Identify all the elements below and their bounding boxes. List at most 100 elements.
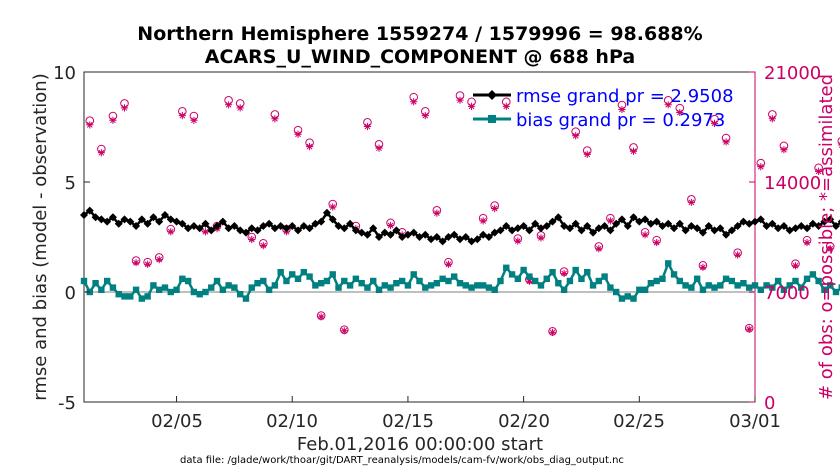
obs-assimilated-point xyxy=(120,104,129,112)
obs-assimilated-point xyxy=(109,116,117,124)
bias-point xyxy=(364,284,371,291)
rmse-point xyxy=(698,228,707,237)
rmse-point xyxy=(571,219,580,228)
bias-point xyxy=(254,280,261,287)
rmse-point xyxy=(779,222,788,230)
bias-point xyxy=(358,280,365,287)
bias-point xyxy=(225,282,232,289)
bias-point xyxy=(774,277,782,285)
bias-point xyxy=(659,275,666,282)
obs-assimilated-point xyxy=(155,255,163,264)
bias-point xyxy=(410,271,417,278)
obs-count-markers xyxy=(85,91,840,336)
obs-assimilated-point xyxy=(201,228,210,236)
x-tick-label: 02/20 xyxy=(498,411,550,432)
bias-point xyxy=(699,286,707,293)
rmse-point xyxy=(294,226,303,235)
rmse-point xyxy=(317,217,326,226)
bias-point xyxy=(398,277,406,285)
bias-point xyxy=(763,282,770,289)
obs-assimilated-point xyxy=(722,138,730,146)
bias-point xyxy=(786,282,793,289)
rmse-point xyxy=(143,219,152,228)
bias-point xyxy=(572,266,579,274)
obs-assimilated-point xyxy=(144,260,152,268)
bias-point xyxy=(676,277,684,285)
bias-point xyxy=(526,273,533,280)
bias-point xyxy=(115,291,122,298)
bias-point xyxy=(798,284,805,291)
y-tick-label-left: 10 xyxy=(53,63,76,84)
rmse-point xyxy=(126,217,135,226)
rmse-point xyxy=(386,230,395,239)
rmse-point xyxy=(103,217,112,226)
rmse-point xyxy=(554,213,563,222)
bias-point xyxy=(803,275,811,282)
bias-point xyxy=(653,277,660,285)
rmse-point xyxy=(218,217,227,226)
bias-point xyxy=(422,284,429,291)
rmse-point xyxy=(409,228,418,237)
rmse-point xyxy=(195,224,204,233)
bias-point xyxy=(346,282,354,289)
obs-assimilated-point xyxy=(317,313,325,321)
bias-point xyxy=(404,282,412,289)
bias-point xyxy=(497,277,504,285)
rmse-point xyxy=(583,222,592,230)
obs-assimilated-point xyxy=(699,263,707,271)
bias-point xyxy=(792,277,799,285)
bias-point xyxy=(352,275,360,282)
bias-point xyxy=(595,277,603,285)
legend-bias-marker xyxy=(488,115,496,123)
obs-assimilated-point xyxy=(386,221,395,230)
bias-point xyxy=(121,293,128,300)
obs-assimilated-point xyxy=(97,149,105,157)
obs-assimilated-point xyxy=(780,146,788,154)
rmse-point xyxy=(756,215,765,224)
rmse-point xyxy=(322,208,331,217)
bias-point xyxy=(387,284,394,291)
bias-point xyxy=(127,293,134,300)
rmse-point xyxy=(681,226,690,235)
bias-point xyxy=(543,275,550,282)
rmse-point xyxy=(346,219,355,228)
bias-point xyxy=(503,264,510,271)
rmse-point xyxy=(831,222,840,230)
rmse-point xyxy=(548,217,557,226)
rmse-point xyxy=(484,233,493,241)
bias-point xyxy=(289,271,296,278)
bias-point xyxy=(381,282,388,289)
bias-point xyxy=(578,275,585,282)
rmse-point xyxy=(160,211,169,219)
obs-assimilated-point xyxy=(167,228,175,236)
rmse-point xyxy=(600,222,609,230)
rmse-point xyxy=(241,228,250,237)
bias-point xyxy=(491,286,498,293)
obs-assimilated-point xyxy=(248,235,256,244)
y-ticks-left: 10 5 0 -5 xyxy=(53,63,76,414)
bias-point xyxy=(92,280,99,287)
bias-point xyxy=(636,286,643,293)
obs-assimilated-point xyxy=(653,238,661,247)
x-tick-label: 02/25 xyxy=(613,411,665,432)
rmse-point xyxy=(617,215,626,224)
bias-point xyxy=(161,284,169,291)
bias-point xyxy=(80,277,88,285)
bias-point xyxy=(109,284,117,291)
rmse-point xyxy=(213,222,222,230)
rmse-point xyxy=(207,226,216,235)
rmse-point xyxy=(693,224,702,233)
x-ticks: 02/05 02/10 02/15 02/20 02/25 03/01 xyxy=(151,411,781,432)
obs-assimilated-point xyxy=(329,203,337,211)
bias-point xyxy=(734,282,741,289)
bias-point xyxy=(98,286,105,293)
y-ticks-right: 21000 14000 7000 0 xyxy=(764,63,821,414)
obs-assimilated-point xyxy=(641,231,649,239)
obs-assimilated-point xyxy=(375,144,383,152)
bias-point xyxy=(300,269,308,276)
obs-assimilated-point xyxy=(583,150,591,158)
obs-assimilated-point xyxy=(467,102,476,110)
obs-assimilated-point xyxy=(514,237,522,245)
bias-point xyxy=(809,271,817,278)
obs-assimilated-point xyxy=(734,251,742,259)
